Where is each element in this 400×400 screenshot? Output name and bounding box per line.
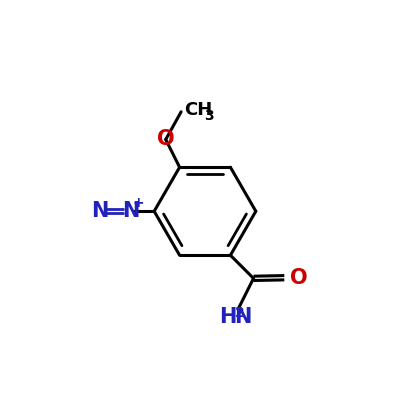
Text: CH: CH <box>184 101 212 119</box>
Text: 3: 3 <box>204 109 214 123</box>
Text: O: O <box>157 129 174 149</box>
Text: N: N <box>122 201 140 221</box>
Text: N: N <box>234 307 252 327</box>
Text: N: N <box>91 201 108 221</box>
Text: +: + <box>132 196 144 210</box>
Text: 2: 2 <box>235 306 245 320</box>
Text: H: H <box>219 307 236 327</box>
Text: O: O <box>290 268 308 288</box>
